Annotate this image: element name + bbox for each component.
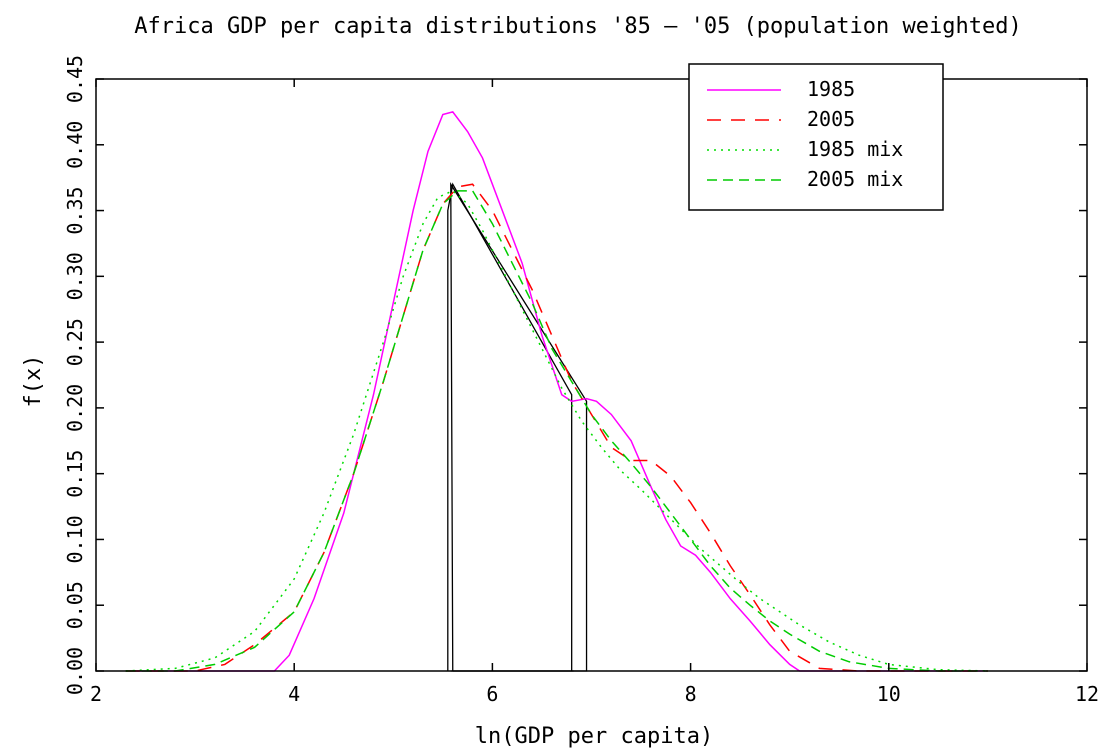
series-layer: [125, 111, 988, 672]
x-tick-label: 6: [486, 682, 498, 706]
y-tick-label: 0.30: [63, 252, 87, 300]
y-axis: 0.00 0.05 0.10 0.15 0.20 0.25 0.30 0.35 0.40 0.45: [63, 55, 1087, 695]
chart-title: Africa GDP per capita distributions '85 …: [134, 14, 1021, 39]
series-line-2005: [125, 183, 988, 672]
x-tick-label: 2: [90, 682, 102, 706]
x-tick-label: 8: [685, 682, 697, 706]
y-tick-label: 0.05: [63, 581, 87, 629]
series-line-2005-mix: [125, 190, 988, 672]
x-axis-label: ln(GDP per capita): [475, 724, 713, 749]
legend-box: [688, 63, 944, 211]
y-tick-label: 0.00: [63, 647, 87, 695]
series-line-1985-mix: [125, 189, 988, 672]
legend-label: 1985: [807, 77, 855, 101]
x-axis: 2 4 6 8 10 12: [90, 79, 1099, 706]
x-tick-label: 10: [877, 682, 901, 706]
series-line-1985: [125, 111, 988, 672]
annotation-polygon: [450, 181, 588, 672]
y-tick-label: 0.35: [63, 186, 87, 234]
legend-label: 1985 mix: [807, 137, 903, 161]
y-tick-label: 0.45: [63, 55, 87, 103]
annotation-outlines: [447, 181, 588, 672]
plot-frame: [95, 78, 1088, 672]
y-tick-label: 0.20: [63, 384, 87, 432]
y-axis-label: f(x): [21, 355, 46, 408]
y-tick-label: 0.40: [63, 121, 87, 169]
x-tick-label: 12: [1075, 682, 1099, 706]
legend-label: 2005 mix: [807, 167, 903, 191]
y-tick-label: 0.15: [63, 450, 87, 498]
y-tick-label: 0.10: [63, 515, 87, 563]
legend-label: 2005: [807, 107, 855, 131]
x-tick-label: 4: [288, 682, 300, 706]
legend: 1985 2005 1985 mix 2005 mix: [688, 63, 944, 211]
annotation-polygon: [447, 182, 574, 672]
y-tick-label: 0.25: [63, 318, 87, 366]
